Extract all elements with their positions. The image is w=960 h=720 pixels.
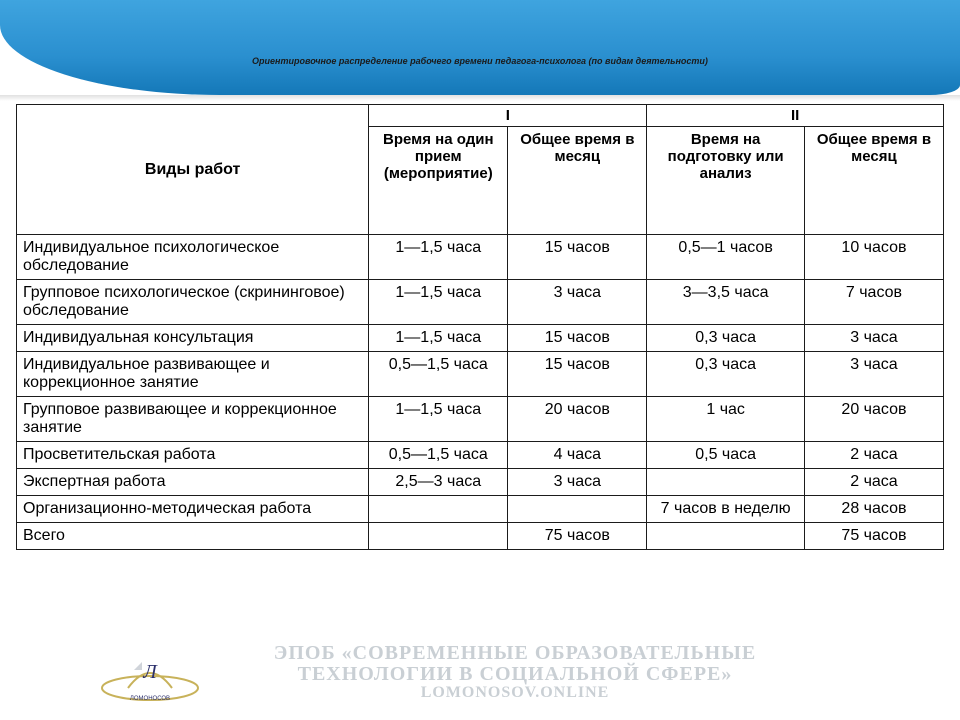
row-cell: 0,5—1,5 часа [369,352,508,397]
row-cell: 2 часа [804,442,943,469]
row-cell: 0,5—1 часов [647,235,805,280]
row-cell: 28 часов [804,496,943,523]
row-cell [369,496,508,523]
row-cell: 15 часов [508,352,647,397]
row-label: Групповое психологическое (скрининговое)… [17,280,369,325]
group-2: II [647,105,944,127]
footer-line-3: LOMONOSOV.ONLINE [90,684,940,702]
footer-line-2: ТЕХНОЛОГИИ В СОЦИАЛЬНОЙ СФЕРЕ» [90,663,940,686]
row-label: Всего [17,523,369,550]
table-row: Индивидуальное развивающее и коррекционн… [17,352,944,397]
row-cell: 1—1,5 часа [369,325,508,352]
table-row: Организационно-методическая работа 7 часо… [17,496,944,523]
footer-watermark: ЭПОБ «СОВРЕМЕННЫЕ ОБРАЗОВАТЕЛЬНЫЕ ТЕХНОЛ… [90,642,940,702]
row-label: Индивидуальная консультация [17,325,369,352]
row-cell: 20 часов [508,397,647,442]
table-body: Индивидуальное психологическое обследова… [17,235,944,550]
row-cell: 0,3 часа [647,325,805,352]
table-row: Групповое развивающее и коррекционное за… [17,397,944,442]
page-title: Ориентировочное распределение рабочего в… [0,56,960,66]
subhead-4: Общее время в месяц [804,127,943,235]
table-row: Экспертная работа2,5—3 часа3 часа 2 часа [17,469,944,496]
row-cell: 15 часов [508,325,647,352]
row-label: Индивидуальное развивающее и коррекционн… [17,352,369,397]
row-cell: 1—1,5 часа [369,280,508,325]
header-banner [0,0,960,95]
row-cell: 3 часа [508,469,647,496]
subhead-2: Общее время в месяц [508,127,647,235]
row-label: Индивидуальное психологическое обследова… [17,235,369,280]
subhead-3: Время на подготовку или анализ [647,127,805,235]
row-cell: 3 часа [508,280,647,325]
row-cell: 15 часов [508,235,647,280]
row-cell [508,496,647,523]
row-cell: 3 часа [804,352,943,397]
row-cell: 4 часа [508,442,647,469]
row-label: Просветительская работа [17,442,369,469]
table-row: Просветительская работа0,5—1,5 часа4 час… [17,442,944,469]
group-1: I [369,105,647,127]
footer-line-1: ЭПОБ «СОВРЕМЕННЫЕ ОБРАЗОВАТЕЛЬНЫЕ [90,642,940,665]
row-cell: 75 часов [804,523,943,550]
row-cell: 1 час [647,397,805,442]
row-cell: 2,5—3 часа [369,469,508,496]
table-row: Всего 75 часов 75 часов [17,523,944,550]
row-cell: 2 часа [804,469,943,496]
row-cell: 3 часа [804,325,943,352]
row-cell: 10 часов [804,235,943,280]
row-header: Виды работ [17,105,369,235]
row-label: Организационно-методическая работа [17,496,369,523]
row-cell [647,523,805,550]
row-cell: 1—1,5 часа [369,235,508,280]
table-row: Индивидуальная консультация1—1,5 часа15 … [17,325,944,352]
row-cell: 0,5 часа [647,442,805,469]
row-cell: 0,5—1,5 часа [369,442,508,469]
row-cell: 75 часов [508,523,647,550]
schedule-table-wrap: Виды работ I II Время на один прием (мер… [16,104,944,550]
row-label: Экспертная работа [17,469,369,496]
row-cell [647,469,805,496]
row-cell: 7 часов [804,280,943,325]
subhead-1: Время на один прием (мероприятие) [369,127,508,235]
row-cell: 3—3,5 часа [647,280,805,325]
row-cell: 20 часов [804,397,943,442]
row-cell: 0,3 часа [647,352,805,397]
row-cell: 1—1,5 часа [369,397,508,442]
table-row: Групповое психологическое (скрининговое)… [17,280,944,325]
schedule-table: Виды работ I II Время на один прием (мер… [16,104,944,550]
row-cell: 7 часов в неделю [647,496,805,523]
row-label: Групповое развивающее и коррекционное за… [17,397,369,442]
row-cell [369,523,508,550]
table-row: Индивидуальное психологическое обследова… [17,235,944,280]
